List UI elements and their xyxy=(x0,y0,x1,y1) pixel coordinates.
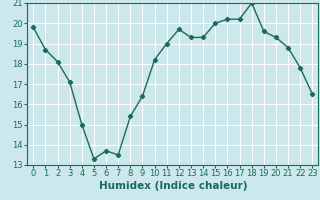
X-axis label: Humidex (Indice chaleur): Humidex (Indice chaleur) xyxy=(99,181,247,191)
